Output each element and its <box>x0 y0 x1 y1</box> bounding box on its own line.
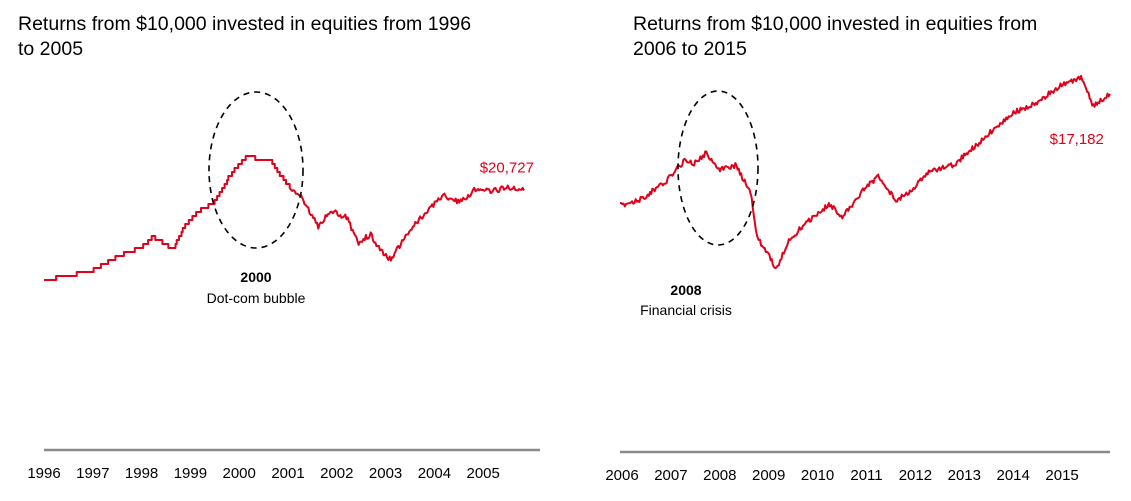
x-tick-label-right: 2012 <box>899 467 932 484</box>
x-tick-label-left: 2000 <box>223 465 256 482</box>
x-tick-label-right: 2015 <box>1045 467 1078 484</box>
x-tick-label-left: 1997 <box>76 465 109 482</box>
x-tick-label-left: 2005 <box>467 465 500 482</box>
chart-panel-left: Returns from $10,000 invested in equitie… <box>0 0 560 501</box>
annotation-text-right: Financial crisis <box>640 302 732 318</box>
x-tick-label-left: 2001 <box>271 465 304 482</box>
x-tick-label-left: 2003 <box>369 465 402 482</box>
highlight-ellipse-left <box>208 91 304 249</box>
x-tick-label-left: 1996 <box>27 465 60 482</box>
x-tick-label-right: 2007 <box>654 467 687 484</box>
annotation-text-left: Dot-com bubble <box>207 290 306 306</box>
series-line-left <box>44 155 525 281</box>
highlight-ellipse-right <box>677 90 759 246</box>
series-line-right <box>619 74 1111 270</box>
chart-plot-left: 2000 Dot-com bubble $20,727 1996 1997 1998 199… <box>27 91 540 482</box>
chart-plot-right: 2008 Financial crisis $17,182 2006 2007 2008 2… <box>605 74 1111 484</box>
x-tick-label-left: 1999 <box>174 465 207 482</box>
x-tick-label-right: 2014 <box>997 467 1030 484</box>
chart-title-right: Returns from $10,000 invested in equitie… <box>633 13 1038 60</box>
x-tick-label-right: 2010 <box>801 467 834 484</box>
x-tick-label-right: 2013 <box>948 467 981 484</box>
chart-title-left: Returns from $10,000 invested in equitie… <box>18 13 472 60</box>
chart-panel-right: Returns from $10,000 invested in equitie… <box>580 0 1131 501</box>
end-value-label-right: $17,182 <box>1050 131 1104 148</box>
annotation-year-left: 2000 <box>240 269 271 285</box>
end-value-label-left: $20,727 <box>480 160 534 177</box>
x-tick-label-right: 2008 <box>703 467 736 484</box>
x-tick-label-right: 2011 <box>850 467 882 484</box>
x-tick-label-left: 2002 <box>320 465 353 482</box>
annotation-year-right: 2008 <box>670 282 701 298</box>
x-tick-label-left: 1998 <box>125 465 158 482</box>
x-tick-label-left: 2004 <box>418 465 451 482</box>
x-tick-label-right: 2009 <box>752 467 785 484</box>
x-tick-label-right: 2006 <box>605 467 638 484</box>
